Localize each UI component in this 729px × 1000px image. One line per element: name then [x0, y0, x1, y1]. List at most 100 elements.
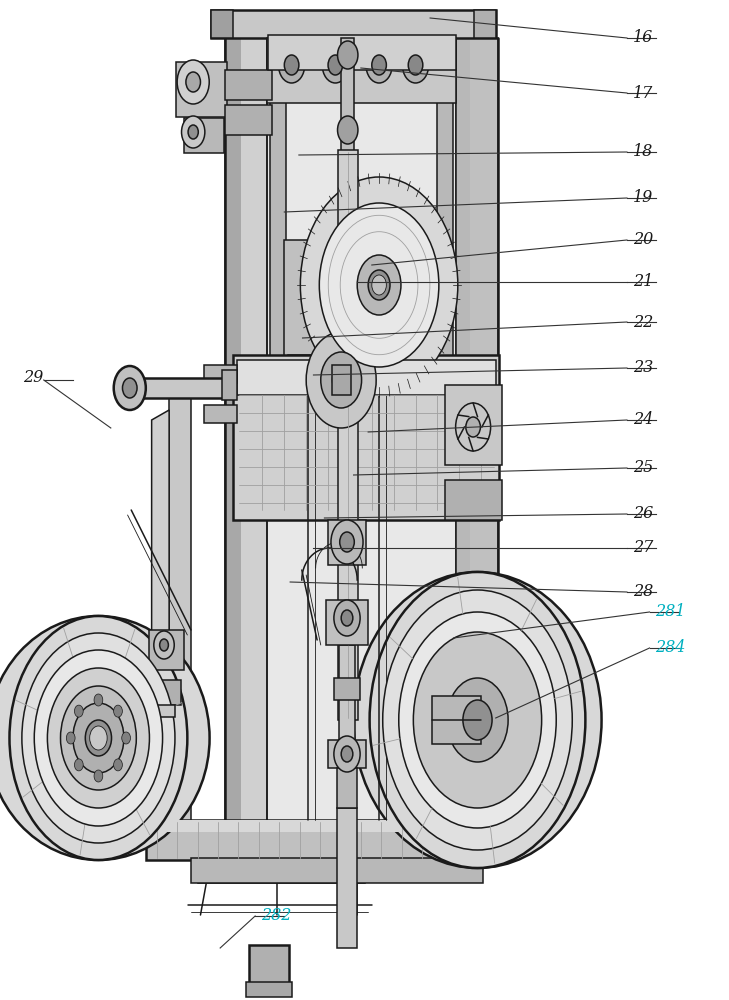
Bar — [211, 10, 233, 38]
Text: 22: 22 — [633, 314, 653, 331]
Circle shape — [160, 639, 168, 651]
Circle shape — [278, 47, 305, 83]
Circle shape — [22, 633, 175, 843]
Circle shape — [331, 520, 363, 564]
Circle shape — [73, 703, 124, 773]
Circle shape — [413, 632, 542, 808]
Bar — [226, 10, 474, 830]
Text: 25: 25 — [633, 460, 653, 477]
Bar — [284, 240, 401, 360]
Circle shape — [61, 686, 136, 790]
Bar — [204, 365, 237, 383]
Circle shape — [370, 572, 585, 868]
Circle shape — [463, 700, 492, 740]
Circle shape — [306, 332, 376, 428]
Bar — [334, 678, 360, 700]
Circle shape — [319, 203, 439, 367]
Circle shape — [322, 47, 348, 83]
Circle shape — [399, 612, 556, 828]
Text: 28: 28 — [633, 583, 653, 600]
Bar — [184, 118, 224, 153]
Circle shape — [338, 41, 358, 69]
Circle shape — [338, 116, 358, 144]
Bar — [169, 395, 191, 840]
Polygon shape — [485, 700, 498, 838]
Text: 19: 19 — [633, 190, 653, 207]
Circle shape — [186, 72, 200, 92]
Bar — [226, 38, 241, 838]
Text: 284: 284 — [655, 640, 685, 656]
Bar — [456, 38, 470, 838]
Circle shape — [114, 705, 122, 717]
Circle shape — [321, 352, 362, 408]
Bar — [149, 630, 184, 670]
Circle shape — [188, 125, 198, 139]
Circle shape — [383, 590, 572, 850]
Text: 21: 21 — [633, 273, 653, 290]
Bar — [445, 385, 502, 465]
Circle shape — [368, 270, 390, 300]
Circle shape — [122, 732, 130, 744]
Bar — [191, 858, 483, 883]
Circle shape — [334, 600, 360, 636]
Circle shape — [74, 705, 83, 717]
Polygon shape — [104, 718, 191, 840]
Circle shape — [47, 668, 149, 808]
Circle shape — [74, 759, 83, 771]
Circle shape — [366, 47, 392, 83]
Circle shape — [341, 746, 353, 762]
Bar — [437, 38, 453, 468]
Text: 281: 281 — [655, 603, 685, 620]
Bar — [270, 38, 286, 468]
Circle shape — [341, 610, 353, 626]
Bar — [157, 705, 175, 717]
Bar — [204, 405, 237, 423]
Circle shape — [466, 417, 480, 437]
Circle shape — [284, 55, 299, 75]
Bar — [456, 38, 498, 838]
Bar — [246, 982, 292, 997]
Circle shape — [66, 732, 75, 744]
Text: 27: 27 — [633, 540, 653, 556]
Bar — [337, 768, 357, 808]
Polygon shape — [152, 410, 169, 840]
Ellipse shape — [0, 616, 210, 860]
Text: 26: 26 — [633, 506, 653, 522]
Bar — [233, 355, 499, 520]
Circle shape — [447, 678, 508, 762]
Bar — [225, 105, 272, 135]
Bar — [146, 820, 487, 832]
Circle shape — [94, 694, 103, 706]
Text: 282: 282 — [261, 908, 292, 925]
Bar — [328, 740, 366, 768]
Bar — [249, 945, 289, 985]
Text: 17: 17 — [633, 85, 653, 102]
Bar — [268, 35, 456, 70]
Bar — [225, 38, 267, 838]
Bar — [225, 70, 272, 100]
Bar — [128, 378, 230, 398]
Text: 29: 29 — [23, 369, 44, 386]
Bar — [267, 38, 456, 103]
Text: 23: 23 — [633, 360, 653, 376]
Circle shape — [90, 726, 107, 750]
Bar — [146, 820, 487, 860]
Circle shape — [9, 616, 187, 860]
Bar — [211, 10, 496, 38]
Circle shape — [154, 631, 174, 659]
Bar — [445, 480, 502, 520]
Bar — [341, 38, 354, 198]
Bar — [338, 150, 358, 720]
Circle shape — [372, 55, 386, 75]
Circle shape — [34, 650, 163, 826]
Text: 24: 24 — [633, 411, 653, 428]
Circle shape — [372, 275, 386, 295]
Circle shape — [182, 116, 205, 148]
Circle shape — [402, 47, 429, 83]
Bar — [237, 360, 496, 395]
Circle shape — [177, 60, 209, 104]
Text: 16: 16 — [633, 29, 653, 46]
Circle shape — [332, 368, 350, 392]
Bar — [337, 808, 357, 948]
Bar — [332, 365, 351, 395]
